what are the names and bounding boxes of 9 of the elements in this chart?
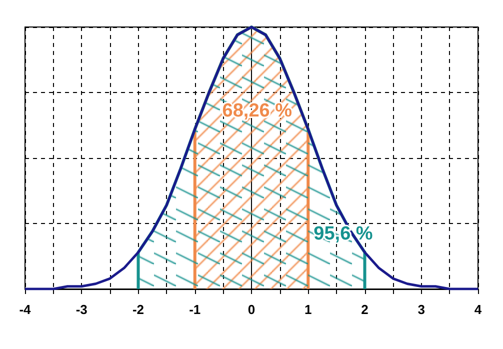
x-tick-label: 4: [474, 302, 482, 317]
x-tick-label: 1: [304, 302, 312, 317]
x-tick-label: 3: [418, 302, 425, 317]
x-tick-label: -1: [189, 302, 201, 317]
x-tick-label: 2: [361, 302, 368, 317]
x-tick-label: -3: [76, 302, 88, 317]
x-tick-label: 0: [248, 302, 256, 317]
x-tick-label: -2: [132, 302, 144, 317]
x-tick-label: -4: [19, 302, 32, 317]
